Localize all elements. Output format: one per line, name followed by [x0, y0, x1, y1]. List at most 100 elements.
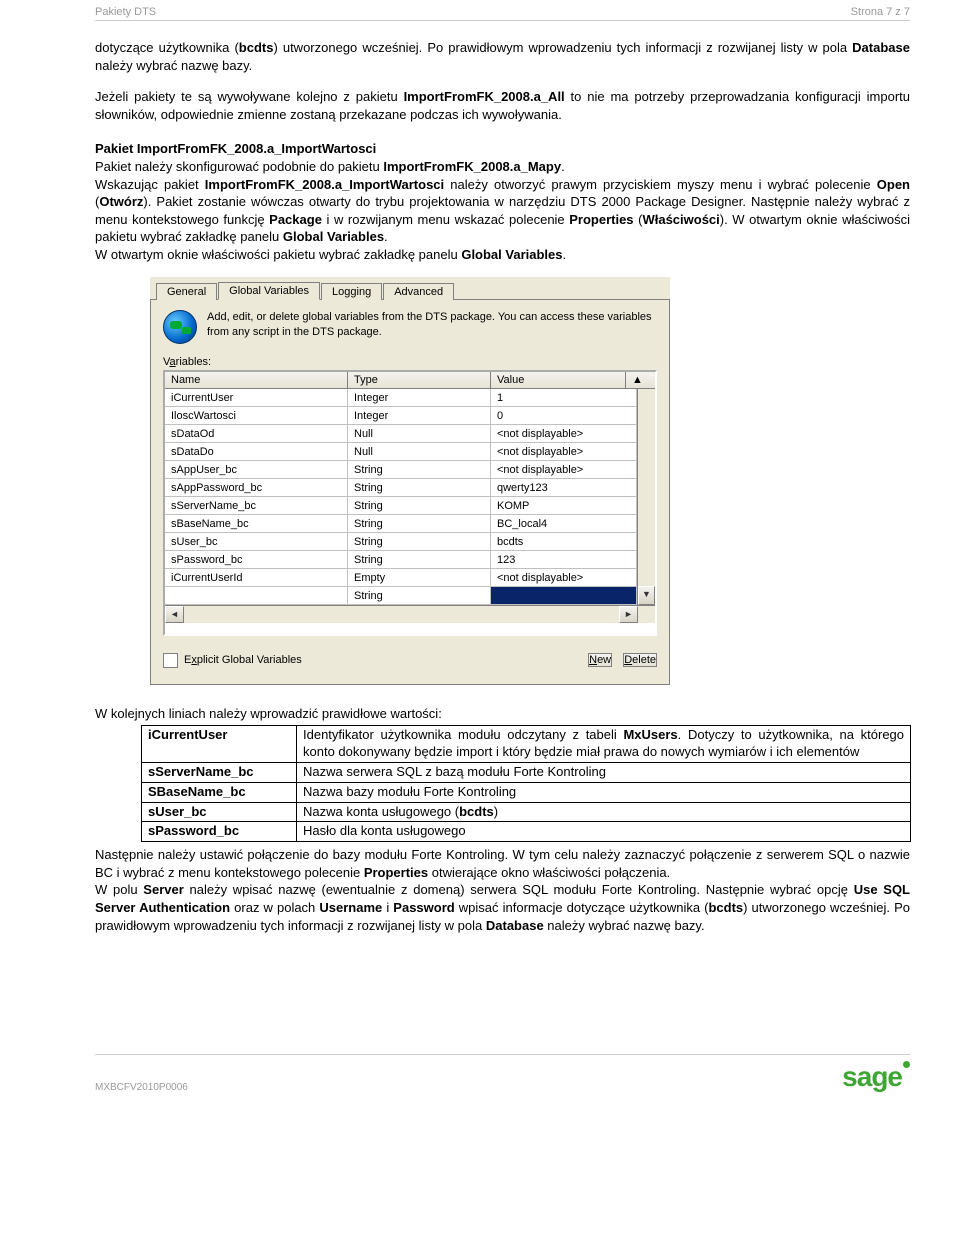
cell-value[interactable]: 123 [491, 551, 637, 569]
page-footer: MXBCFV2010P0006 sage [95, 1054, 910, 1093]
table-row[interactable]: sDataOdNull<not displayable> [165, 425, 637, 443]
grid-header: Name Type Value ▲ [165, 372, 655, 389]
header-left: Pakiety DTS [95, 6, 156, 18]
tab-panel: Add, edit, or delete global variables fr… [150, 299, 670, 685]
tab-global-variables[interactable]: Global Variables [218, 282, 320, 300]
cell-value[interactable]: <not displayable> [491, 569, 637, 587]
col-header-value[interactable]: Value [491, 372, 626, 388]
table-row[interactable]: sBaseName_bcStringBC_local4 [165, 515, 637, 533]
cell-type[interactable]: String [348, 479, 491, 497]
cell-type[interactable]: String [348, 515, 491, 533]
footer-code: MXBCFV2010P0006 [95, 1082, 188, 1093]
table-row[interactable]: sPassword_bcString123 [165, 551, 637, 569]
global-variables-dialog: General Global Variables Logging Advance… [150, 277, 670, 685]
paragraph-5: W otwartym oknie właściwości pakietu wyb… [95, 246, 910, 264]
cell-value[interactable]: 1 [491, 389, 637, 407]
parameters-table: iCurrentUserIdentyfikator użytkownika mo… [141, 725, 911, 842]
paragraph-8: W polu Server należy wpisać nazwę (ewent… [95, 881, 910, 934]
sage-logo: sage [842, 1061, 910, 1093]
vertical-scrollbar[interactable]: ▼ [637, 389, 655, 605]
table-row[interactable]: sAppPassword_bcStringqwerty123 [165, 479, 637, 497]
cell-name[interactable]: iCurrentUserId [165, 569, 348, 587]
param-value: Nazwa bazy modułu Forte Kontroling [297, 782, 911, 802]
cell-value[interactable]: KOMP [491, 497, 637, 515]
cell-name[interactable]: IloscWartosci [165, 407, 348, 425]
variables-grid[interactable]: Name Type Value ▲ iCurrentUserInteger1Il… [163, 370, 657, 636]
table-row[interactable]: sDataDoNull<not displayable> [165, 443, 637, 461]
section-title: Pakiet ImportFromFK_2008.a_ImportWartosc… [95, 141, 910, 156]
scroll-right-button[interactable]: ► [619, 606, 638, 623]
cell-name[interactable]: sPassword_bc [165, 551, 348, 569]
tab-advanced[interactable]: Advanced [383, 283, 454, 300]
cell-value[interactable]: <not displayable> [491, 425, 637, 443]
horizontal-scrollbar[interactable]: ◄ ► [165, 605, 655, 623]
cell-value[interactable]: bcdts [491, 533, 637, 551]
param-key: iCurrentUser [142, 726, 297, 763]
cell-value[interactable]: <not displayable> [491, 443, 637, 461]
paragraph-6: W kolejnych liniach należy wprowadzić pr… [95, 705, 910, 723]
table-row: iCurrentUserIdentyfikator użytkownika mo… [142, 726, 911, 763]
cell-name[interactable]: sBaseName_bc [165, 515, 348, 533]
param-value: Hasło dla konta usługowego [297, 822, 911, 842]
tab-general[interactable]: General [156, 283, 217, 300]
param-value: Identyfikator użytkownika modułu odczyta… [297, 726, 911, 763]
table-row[interactable]: String [165, 587, 637, 605]
cell-type[interactable]: String [348, 551, 491, 569]
table-row[interactable]: IloscWartosciInteger0 [165, 407, 637, 425]
table-row[interactable]: sAppUser_bcString<not displayable> [165, 461, 637, 479]
table-row: sUser_bcNazwa konta usługowego (bcdts) [142, 802, 911, 822]
checkbox-icon[interactable] [163, 653, 178, 668]
cell-name[interactable]: iCurrentUser [165, 389, 348, 407]
cell-type[interactable]: String [348, 461, 491, 479]
cell-type[interactable]: String [348, 587, 491, 605]
scroll-left-button[interactable]: ◄ [165, 606, 184, 623]
param-value: Nazwa serwera SQL z bazą modułu Forte Ko… [297, 762, 911, 782]
explicit-globals-checkbox[interactable]: Explicit Global Variables [163, 653, 302, 668]
hint-text: Add, edit, or delete global variables fr… [207, 310, 657, 344]
cell-type[interactable]: Null [348, 443, 491, 461]
col-header-name[interactable]: Name [165, 372, 348, 388]
cell-value[interactable]: BC_local4 [491, 515, 637, 533]
param-key: sPassword_bc [142, 822, 297, 842]
scroll-down-button[interactable]: ▼ [638, 586, 655, 605]
cell-type[interactable]: String [348, 497, 491, 515]
table-row[interactable]: iCurrentUserIdEmpty<not displayable> [165, 569, 637, 587]
table-row[interactable]: sServerName_bcStringKOMP [165, 497, 637, 515]
cell-value[interactable]: 0 [491, 407, 637, 425]
paragraph-1: dotyczące użytkownika (bcdts) utworzoneg… [95, 39, 910, 74]
table-row: SBaseName_bcNazwa bazy modułu Forte Kont… [142, 782, 911, 802]
cell-value[interactable] [491, 587, 637, 605]
cell-name[interactable]: sDataDo [165, 443, 348, 461]
param-key: sServerName_bc [142, 762, 297, 782]
cell-name[interactable]: sAppUser_bc [165, 461, 348, 479]
scroll-up-button[interactable]: ▲ [626, 372, 655, 388]
cell-value[interactable]: <not displayable> [491, 461, 637, 479]
paragraph-4: Wskazując pakiet ImportFromFK_2008.a_Imp… [95, 176, 910, 246]
cell-type[interactable]: String [348, 533, 491, 551]
table-row[interactable]: sUser_bcStringbcdts [165, 533, 637, 551]
tab-logging[interactable]: Logging [321, 283, 382, 300]
cell-name[interactable]: sUser_bc [165, 533, 348, 551]
cell-type[interactable]: Integer [348, 407, 491, 425]
page-header: Pakiety DTS Strona 7 z 7 [95, 0, 910, 21]
param-key: sUser_bc [142, 802, 297, 822]
paragraph-3: Pakiet należy skonfigurować podobnie do … [95, 158, 910, 176]
cell-type[interactable]: Empty [348, 569, 491, 587]
cell-type[interactable]: Integer [348, 389, 491, 407]
cell-name[interactable]: sServerName_bc [165, 497, 348, 515]
cell-type[interactable]: Null [348, 425, 491, 443]
cell-name[interactable]: sDataOd [165, 425, 348, 443]
col-header-type[interactable]: Type [348, 372, 491, 388]
variables-label: Variables: [163, 356, 657, 368]
param-key: SBaseName_bc [142, 782, 297, 802]
tabs-strip: General Global Variables Logging Advance… [150, 277, 670, 299]
header-right: Strona 7 z 7 [851, 6, 910, 18]
cell-name[interactable]: sAppPassword_bc [165, 479, 348, 497]
paragraph-2: Jeżeli pakiety te są wywoływane kolejno … [95, 88, 910, 123]
new-button[interactable]: New [588, 653, 612, 667]
cell-value[interactable]: qwerty123 [491, 479, 637, 497]
table-row[interactable]: iCurrentUserInteger1 [165, 389, 637, 407]
delete-button[interactable]: Delete [623, 653, 657, 667]
cell-name[interactable] [165, 587, 348, 605]
globe-icon [163, 310, 197, 344]
